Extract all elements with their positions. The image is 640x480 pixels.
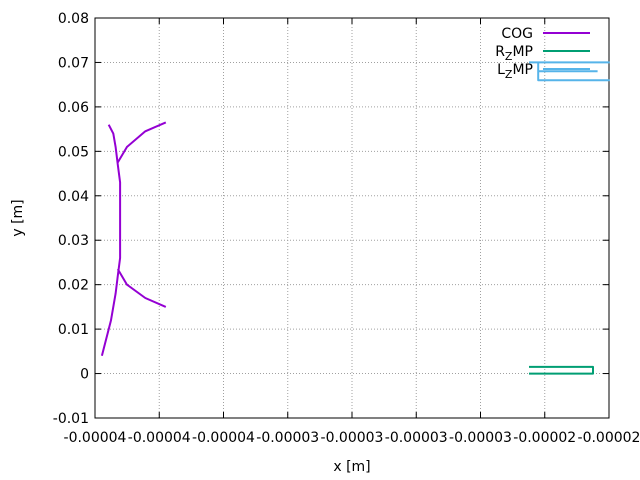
y-tick-label: 0.03: [58, 233, 89, 249]
series-branch-cog: [116, 268, 167, 308]
y-tick-label: -0.01: [53, 411, 89, 427]
legend-label-cog: COG: [501, 26, 533, 42]
y-tick-label: 0.05: [58, 144, 89, 160]
series-branch-cog: [116, 121, 167, 163]
y-tick-label: 0.01: [58, 322, 89, 338]
x-tick-label: -0.00004: [64, 430, 127, 446]
x-tick-label: -0.00002: [513, 430, 576, 446]
y-tick-label: 0.08: [58, 11, 89, 27]
legend-label-lzmp: LZMP: [497, 62, 533, 81]
x-tick-label: -0.00003: [256, 430, 319, 446]
series-line-cog: [100, 124, 122, 357]
x-tick-label: -0.00004: [192, 430, 255, 446]
x-tick-label: -0.00003: [321, 430, 384, 446]
x-axis-ticks: -0.00004 -0.00004 -0.00004 -0.00003 -0.00003…: [64, 18, 640, 446]
y-axis-ticks: -0.01 0 0.01 0.02 0.03 0.04 0.05 0.06 0.07 0.08: [53, 11, 609, 427]
x-tick-label: -0.00002: [578, 430, 640, 446]
legend-label-rzmp: RZMP: [495, 44, 533, 63]
y-tick-label: 0.07: [58, 55, 89, 71]
x-tick-label: -0.00003: [449, 430, 512, 446]
x-axis-label: x [m]: [333, 459, 370, 475]
grid: [95, 18, 609, 418]
series-layer: [100, 61, 610, 375]
y-axis-label: y [m]: [10, 199, 26, 236]
y-tick-label: 0: [80, 367, 89, 383]
y-tick-label: 0.02: [58, 278, 89, 294]
x-tick-label: -0.00003: [385, 430, 448, 446]
y-tick-label: 0.06: [58, 100, 89, 116]
series-line-lzmp: [529, 61, 610, 82]
series-line-rzmp: [529, 365, 594, 375]
x-tick-label: -0.00004: [128, 430, 191, 446]
y-tick-label: 0.04: [58, 189, 89, 205]
